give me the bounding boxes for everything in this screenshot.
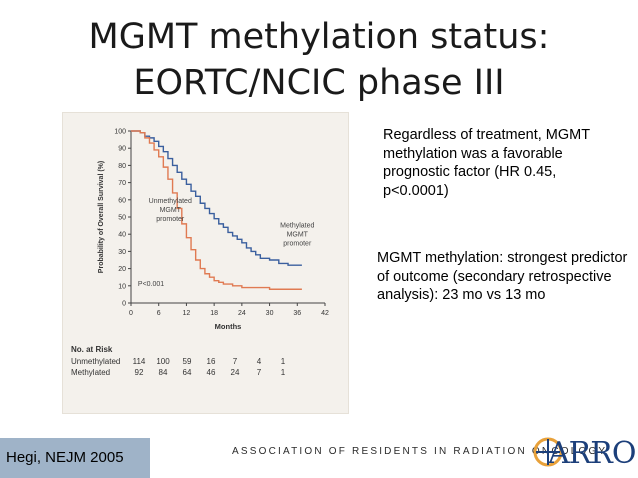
risk-table-header: No. at Risk xyxy=(71,345,113,354)
p-value-annotation: P<0.001 xyxy=(138,281,164,288)
y-tick-label: 50 xyxy=(118,215,126,222)
methylated-survival-line xyxy=(131,130,302,266)
risk-value: 4 xyxy=(256,357,262,366)
risk-value: 16 xyxy=(206,357,216,366)
x-tick-label: 30 xyxy=(266,310,274,317)
y-tick-label: 60 xyxy=(118,197,126,204)
y-tick-label: 30 xyxy=(118,249,126,256)
unmethylated-annotation: MGMT xyxy=(160,207,182,214)
y-tick-label: 80 xyxy=(118,163,126,170)
prognostic-factor-text: Regardless of treatment, MGMT methylatio… xyxy=(383,127,590,199)
x-tick-label: 0 xyxy=(129,310,133,317)
y-tick-label: 90 xyxy=(118,146,126,153)
x-axis-label: Months xyxy=(215,322,242,331)
logo-text: ARRO xyxy=(548,436,636,471)
strongest-predictor-text: MGMT methylation: strongest predictor of… xyxy=(377,250,628,303)
risk-value: 64 xyxy=(182,368,192,377)
risk-row-unmethylated: Unmethylated 114 100 59 16 7 4 1 xyxy=(71,356,295,367)
risk-value: 114 xyxy=(132,357,146,366)
km-chart: 0 10 20 30 40 50 60 70 80 90 100 0 6 12 18 24 30 36 42 Mont… xyxy=(98,129,329,332)
unmethylated-survival-line xyxy=(131,130,302,290)
risk-value: 7 xyxy=(256,368,262,377)
x-tick-label: 6 xyxy=(157,310,161,317)
methylated-annotation: promoter xyxy=(283,240,312,247)
risk-value: 46 xyxy=(206,368,216,377)
y-tick-label: 100 xyxy=(114,129,126,136)
title-line-1: MGMT methylation status: xyxy=(88,17,550,57)
y-tick-label: 0 xyxy=(122,301,126,308)
risk-value: 100 xyxy=(156,357,170,366)
risk-label: Methylated xyxy=(71,368,111,377)
y-tick-label: 40 xyxy=(118,232,126,239)
citation-box: Hegi, NEJM 2005 xyxy=(0,438,150,478)
survival-figure: 0 10 20 30 40 50 60 70 80 90 100 0 6 12 18 24 30 36 42 Mont… xyxy=(62,112,349,414)
risk-row-methylated: Methylated 92 84 64 46 24 7 1 xyxy=(71,367,295,378)
x-tick-label: 12 xyxy=(183,310,191,317)
unmethylated-annotation: promoter xyxy=(156,216,185,223)
slide-title: MGMT methylation status: EORTC/NCIC phas… xyxy=(0,14,638,106)
risk-value: 84 xyxy=(158,368,168,377)
risk-label: Unmethylated xyxy=(71,357,121,366)
risk-value: 7 xyxy=(232,357,238,366)
x-tick-label: 24 xyxy=(238,310,246,317)
risk-value: 59 xyxy=(182,357,192,366)
x-tick-label: 36 xyxy=(293,310,301,317)
y-axis-label: Probability of Overall Survival (%) xyxy=(98,161,105,273)
x-tick-label: 18 xyxy=(210,310,218,317)
risk-value: 1 xyxy=(280,368,286,377)
y-tick-label: 20 xyxy=(118,266,126,273)
x-tick-label: 42 xyxy=(321,310,329,317)
risk-value: 92 xyxy=(134,368,144,377)
risk-value: 24 xyxy=(230,368,240,377)
title-line-2: EORTC/NCIC phase III xyxy=(133,63,505,103)
arro-logo-icon xyxy=(533,437,563,467)
methylated-annotation: Methylated xyxy=(280,222,314,229)
risk-value: 1 xyxy=(280,357,286,366)
organization-name: ASSOCIATION OF RESIDENTS IN RADIATION ON… xyxy=(232,446,608,457)
y-tick-label: 70 xyxy=(118,180,126,187)
risk-table: No. at Risk Unmethylated 114 100 59 16 7… xyxy=(71,345,295,378)
y-tick-label: 10 xyxy=(118,283,126,290)
methylated-annotation: MGMT xyxy=(287,231,309,238)
unmethylated-annotation: Unmethylated xyxy=(149,198,192,205)
